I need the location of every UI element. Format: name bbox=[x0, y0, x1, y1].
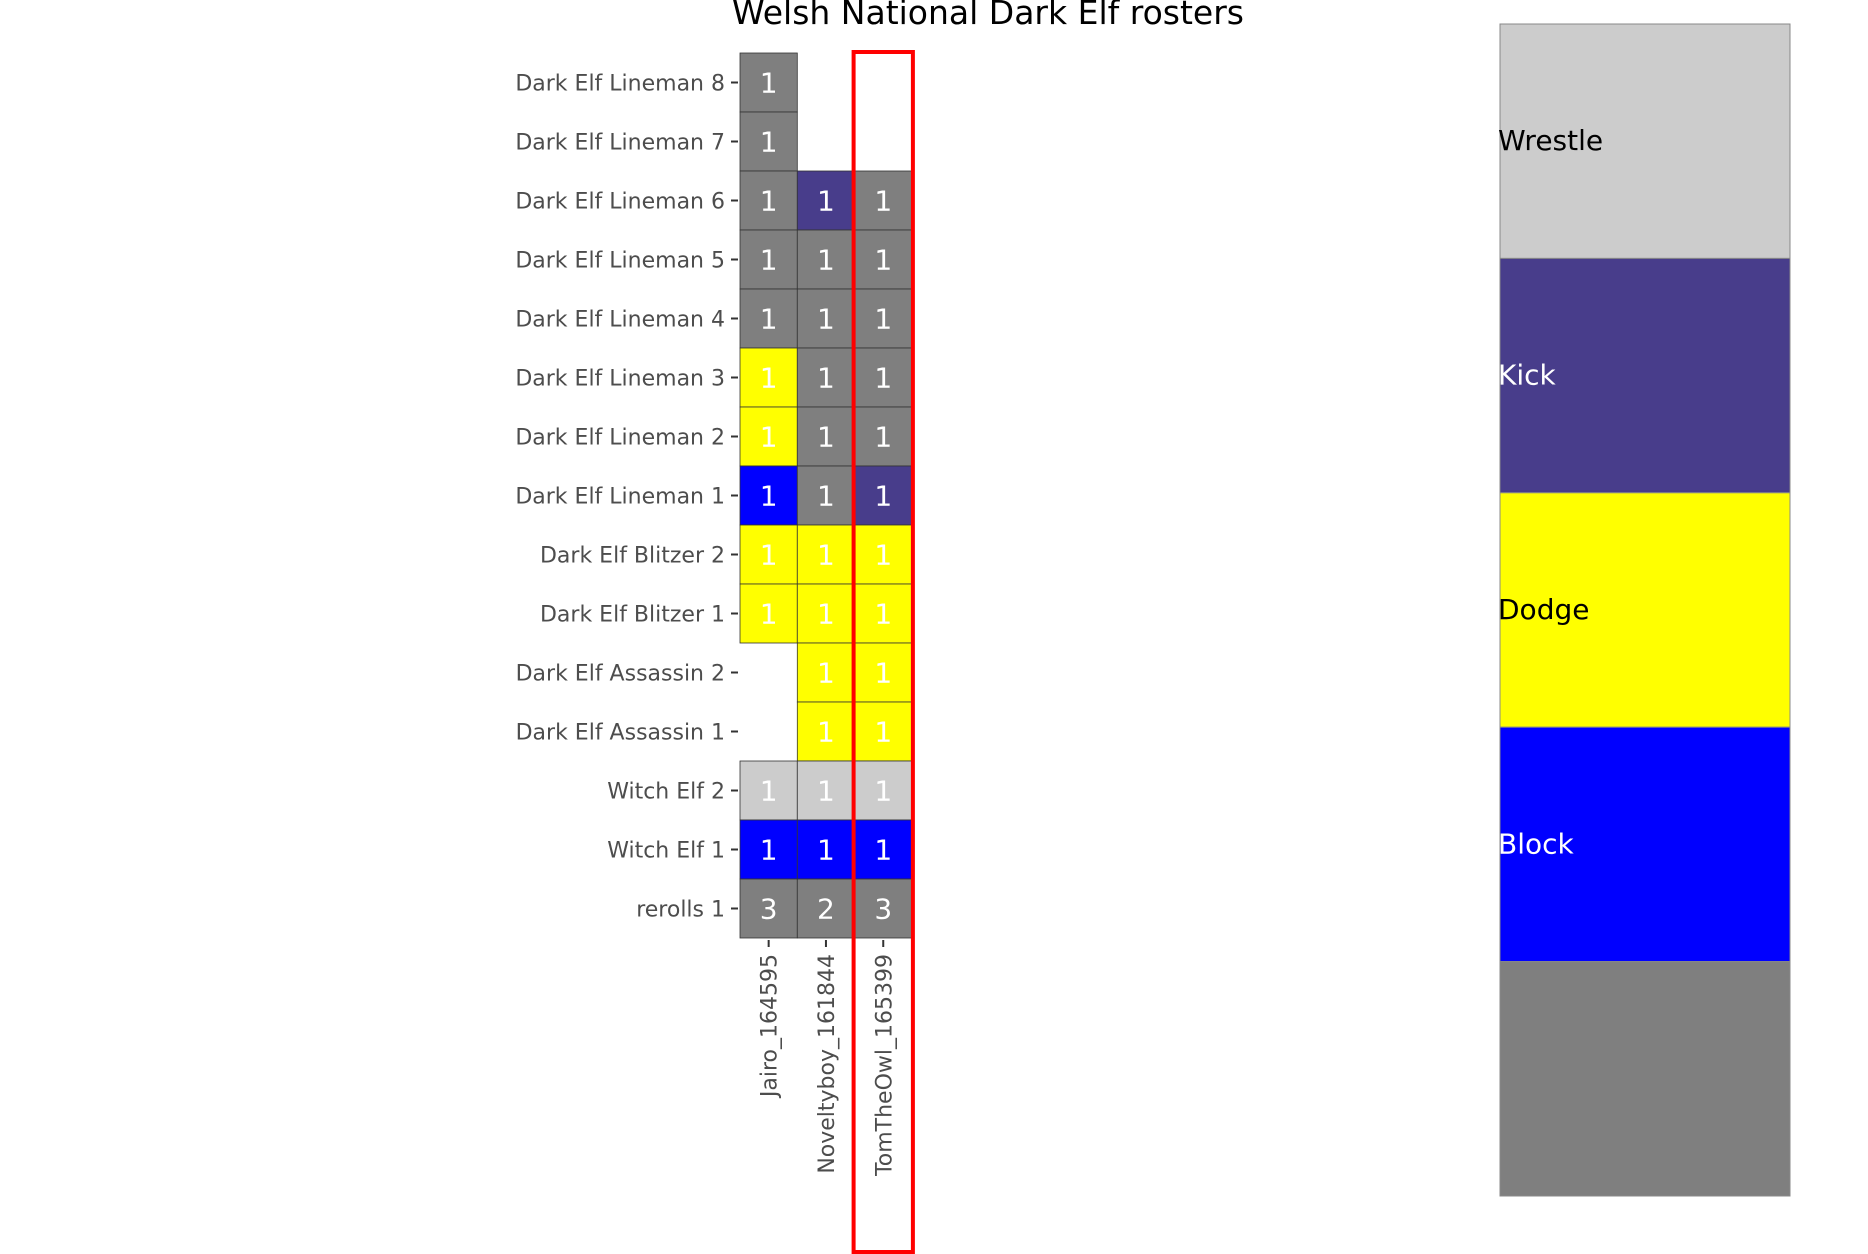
cell-label: 1 bbox=[874, 834, 892, 867]
legend-label: Dodge bbox=[1498, 593, 1589, 626]
heatmap-cell bbox=[854, 524, 913, 585]
cell-label: 1 bbox=[817, 185, 835, 218]
legend-label: Block bbox=[1498, 827, 1575, 860]
cell-label: 1 bbox=[760, 362, 778, 395]
cell-label: 1 bbox=[817, 539, 835, 572]
legend-swatch bbox=[1499, 961, 1791, 1197]
heatmap-cell bbox=[739, 406, 798, 467]
heatmap-cell bbox=[854, 347, 913, 408]
y-tick-label: Dark Elf Assassin 2 bbox=[516, 662, 725, 687]
heatmap-cell bbox=[854, 760, 913, 821]
cell-label: 1 bbox=[760, 598, 778, 631]
heatmap-cell bbox=[796, 701, 855, 762]
heatmap-cell bbox=[854, 406, 913, 467]
y-tick-label: rerolls 1 bbox=[636, 898, 725, 923]
cell-label: 1 bbox=[874, 244, 892, 277]
cell-label: 1 bbox=[760, 834, 778, 867]
cell-label: 1 bbox=[817, 421, 835, 454]
cell-label: 3 bbox=[874, 893, 892, 926]
x-tick-label: Noveltyboy_161844 bbox=[815, 954, 840, 1174]
heatmap-cell bbox=[739, 229, 798, 290]
cell-label: 1 bbox=[817, 657, 835, 690]
heatmap-cell bbox=[796, 642, 855, 703]
cell-label: 1 bbox=[760, 303, 778, 336]
heatmap-cell bbox=[796, 288, 855, 349]
cell-label: 1 bbox=[874, 539, 892, 572]
legend-swatch bbox=[1499, 726, 1791, 963]
cell-label: 1 bbox=[760, 480, 778, 513]
y-tick-label: Dark Elf Lineman 8 bbox=[515, 72, 725, 97]
heatmap-cell bbox=[796, 878, 855, 939]
cell-label: 1 bbox=[874, 657, 892, 690]
heatmap-cell bbox=[796, 465, 855, 526]
legend-label: Wrestle bbox=[1498, 124, 1603, 157]
cell-label: 1 bbox=[874, 598, 892, 631]
cell-label: 1 bbox=[874, 362, 892, 395]
heatmap-cell bbox=[739, 819, 798, 880]
heatmap-cell bbox=[739, 465, 798, 526]
y-tick-label: Dark Elf Lineman 3 bbox=[515, 367, 725, 392]
y-tick-label: Dark Elf Lineman 2 bbox=[515, 426, 725, 451]
cell-label: 1 bbox=[874, 775, 892, 808]
legend-label: Kick bbox=[1498, 359, 1557, 392]
cell-label: 1 bbox=[817, 480, 835, 513]
cell-label: 1 bbox=[874, 421, 892, 454]
heatmap-cell bbox=[739, 111, 798, 172]
y-tick-label: Dark Elf Lineman 7 bbox=[515, 131, 725, 156]
cell-label: 1 bbox=[760, 126, 778, 159]
y-tick-label: Dark Elf Lineman 1 bbox=[515, 485, 725, 510]
cell-label: 1 bbox=[760, 244, 778, 277]
chart-title: Welsh National Dark Elf rosters bbox=[732, 0, 1244, 32]
cell-label: 1 bbox=[817, 598, 835, 631]
cell-label: 1 bbox=[874, 716, 892, 749]
heatmap-cell bbox=[739, 583, 798, 644]
cell-label: 1 bbox=[760, 539, 778, 572]
cell-label: 1 bbox=[817, 834, 835, 867]
cell-label: 1 bbox=[817, 244, 835, 277]
cell-label: 1 bbox=[760, 185, 778, 218]
y-tick-label: Witch Elf 2 bbox=[607, 780, 725, 805]
heatmap-cell bbox=[739, 524, 798, 585]
cell-label: 1 bbox=[760, 67, 778, 100]
legend-swatch bbox=[1499, 492, 1791, 728]
heatmap-cell bbox=[739, 288, 798, 349]
heatmap-cell bbox=[739, 170, 798, 231]
heatmap-cell bbox=[796, 524, 855, 585]
cell-label: 1 bbox=[874, 303, 892, 336]
legend-swatch bbox=[1499, 257, 1791, 494]
cell-label: 1 bbox=[760, 421, 778, 454]
heatmap-cell bbox=[854, 288, 913, 349]
y-tick-label: Witch Elf 1 bbox=[607, 839, 725, 864]
x-tick-label: TomTheOwl_165399 bbox=[872, 954, 897, 1177]
x-tick-label: Jairo_164595 bbox=[758, 954, 783, 1099]
cell-label: 1 bbox=[817, 716, 835, 749]
heatmap-cell bbox=[854, 878, 913, 939]
cell-label: 1 bbox=[874, 480, 892, 513]
cell-label: 1 bbox=[817, 303, 835, 336]
cell-label: 3 bbox=[760, 893, 778, 926]
heatmap-cell bbox=[796, 583, 855, 644]
y-tick-label: Dark Elf Blitzer 1 bbox=[540, 603, 725, 628]
y-tick-label: Dark Elf Assassin 1 bbox=[516, 721, 725, 746]
heatmap-cell bbox=[796, 406, 855, 467]
heatmap-cell bbox=[796, 347, 855, 408]
cell-label: 2 bbox=[817, 893, 835, 926]
cell-label: 1 bbox=[760, 775, 778, 808]
highlight-box bbox=[851, 50, 915, 1254]
cell-label: 1 bbox=[817, 775, 835, 808]
y-tick-label: Dark Elf Lineman 4 bbox=[515, 308, 725, 333]
heatmap-cell bbox=[796, 760, 855, 821]
legend-swatch bbox=[1499, 23, 1791, 259]
y-tick-label: Dark Elf Lineman 5 bbox=[515, 249, 725, 274]
cell-label: 1 bbox=[817, 362, 835, 395]
y-tick-label: Dark Elf Lineman 6 bbox=[515, 190, 725, 215]
y-tick-label: Dark Elf Blitzer 2 bbox=[540, 544, 725, 569]
heatmap-cell bbox=[739, 347, 798, 408]
cell-label: 1 bbox=[874, 185, 892, 218]
heatmap-cell bbox=[739, 878, 798, 939]
heatmap-cell bbox=[796, 819, 855, 880]
